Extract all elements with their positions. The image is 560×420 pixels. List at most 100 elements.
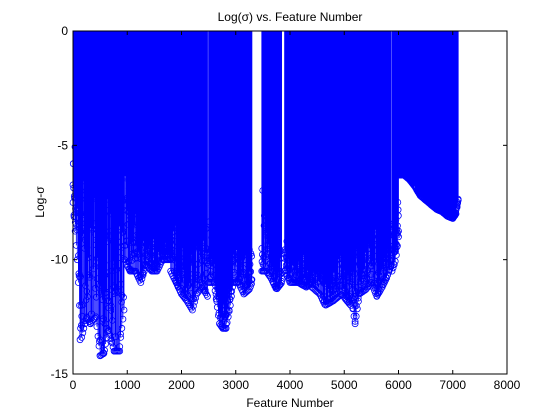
stem-marker [110, 195, 117, 203]
stem-marker [390, 221, 397, 229]
stem-marker [106, 331, 114, 338]
stem-marker [216, 267, 224, 275]
stem-marker [414, 188, 422, 196]
stem-marker [126, 206, 134, 214]
stem-marker [343, 244, 350, 252]
x-tick-label: 5000 [331, 378, 358, 392]
stem-marker [192, 238, 200, 246]
stem-marker [211, 261, 219, 269]
stem-marker [395, 233, 402, 241]
stem-marker [100, 349, 108, 357]
stem-marker [134, 247, 142, 255]
stem-marker [75, 252, 82, 259]
stem-marker [91, 178, 99, 186]
stem-marker [167, 236, 175, 244]
stem-marker [243, 287, 251, 295]
stem-marker [184, 268, 192, 276]
stem-marker [109, 109, 117, 117]
stem-marker [368, 259, 376, 267]
stem-marker [99, 213, 107, 220]
stem-marker [96, 263, 104, 271]
stem-marker [83, 202, 91, 210]
stem-marker [291, 238, 299, 246]
stem-marker [258, 258, 266, 266]
stem-marker [267, 226, 275, 234]
stem-marker [182, 264, 190, 272]
stem-marker [80, 324, 88, 332]
stem-marker [119, 315, 127, 323]
stem-marker [100, 189, 108, 197]
stem-marker [112, 156, 120, 164]
stem-marker [198, 224, 206, 232]
stem-marker [207, 247, 215, 255]
stem-marker [208, 246, 216, 254]
stem-marker [210, 253, 217, 261]
stem-marker [220, 298, 228, 306]
stem-marker [324, 266, 332, 274]
y-axis-label: Log-σ [33, 186, 47, 218]
stem-marker [452, 210, 460, 218]
x-tick-label: 3000 [222, 378, 249, 392]
stem-marker [163, 224, 171, 232]
stem-marker [319, 260, 327, 268]
stem-marker [141, 227, 149, 234]
stem-marker [367, 270, 375, 278]
stem-marker [217, 282, 225, 290]
stem-marker [346, 269, 354, 277]
stem-marker [103, 155, 111, 163]
stem-marker [271, 259, 279, 267]
stem-marker [209, 271, 217, 279]
stem-marker [363, 269, 371, 277]
stem-marker [322, 243, 330, 250]
stem-marker [442, 211, 450, 219]
stem-marker [183, 297, 191, 305]
stem-marker [314, 241, 322, 249]
stem-marker [180, 265, 188, 273]
stem-marker [137, 279, 145, 286]
stem-marker [354, 264, 362, 272]
stem-marker [300, 248, 307, 256]
stem-marker [184, 299, 192, 307]
stem-marker [119, 227, 127, 235]
stem-marker [330, 269, 338, 277]
stem-marker [202, 225, 210, 233]
stem-marker [80, 174, 87, 182]
stem-marker [390, 261, 398, 269]
stem-marker [277, 279, 285, 287]
stem-marker [95, 280, 102, 288]
stem-marker [202, 244, 209, 252]
x-tick-label: 2000 [168, 378, 195, 392]
stem-marker [371, 225, 379, 233]
stem-marker [116, 151, 124, 159]
stem-marker [273, 270, 281, 278]
stem-marker [354, 249, 362, 257]
stem-marker [356, 237, 363, 245]
stem-marker [290, 247, 298, 255]
stem-marker [122, 174, 130, 182]
stem-marker [125, 184, 133, 192]
stem-marker [132, 198, 140, 206]
stem-marker [83, 244, 91, 252]
stem-marker [290, 262, 298, 270]
stem-marker [87, 320, 94, 328]
stem-marker [176, 254, 184, 262]
stem-marker [135, 240, 143, 248]
stem-marker [110, 257, 118, 265]
stem-markers [69, 103, 462, 360]
stem-marker [74, 205, 81, 213]
x-tick-label: 7000 [439, 378, 466, 392]
stem-marker [212, 271, 220, 279]
stem-marker [173, 258, 180, 266]
stem-marker [265, 233, 273, 240]
stem-marker [71, 194, 78, 202]
stem-marker [150, 235, 157, 243]
stem-marker [89, 160, 97, 167]
stem-marker [74, 151, 82, 159]
stem-marker [88, 225, 96, 233]
stem-marker [347, 238, 355, 246]
stem-marker [93, 323, 101, 331]
stem-marker [171, 247, 179, 255]
stem-marker [79, 329, 87, 337]
stem-marker [314, 264, 322, 272]
